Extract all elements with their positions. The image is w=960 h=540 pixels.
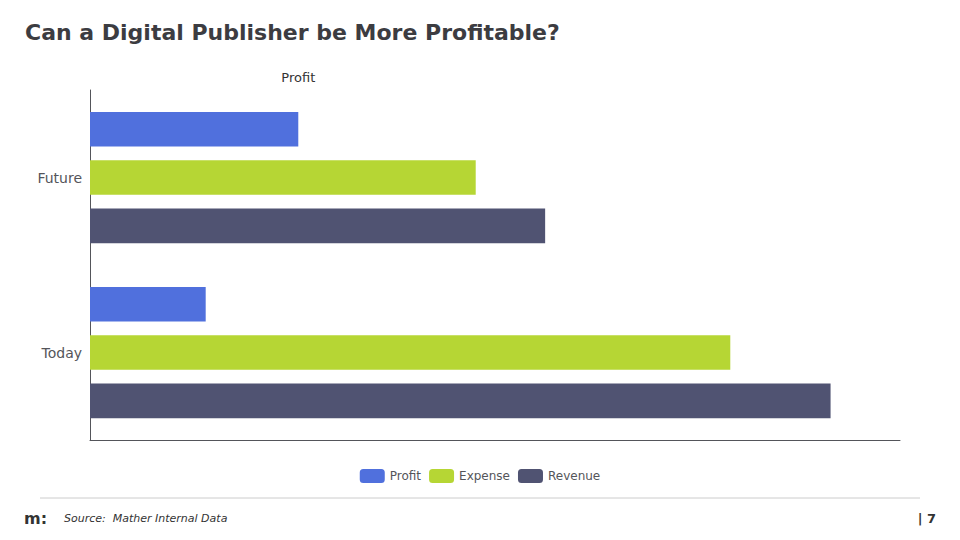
svg-text:Future: Future <box>37 170 82 186</box>
svg-text:| 7: | 7 <box>918 511 936 526</box>
svg-text:Can a Digital Publisher be Mor: Can a Digital Publisher be More Profitab… <box>25 20 560 45</box>
svg-text:Today: Today <box>41 345 83 361</box>
svg-text:m:: m: <box>24 509 47 528</box>
svg-text:Source: Mather Internal Data: Source: Mather Internal Data <box>64 512 228 525</box>
svg-text:Profit: Profit <box>281 70 315 85</box>
svg-text:Expense: Expense <box>459 469 510 483</box>
svg-text:Revenue: Revenue <box>548 469 600 483</box>
svg-text:Profit: Profit <box>390 469 422 483</box>
